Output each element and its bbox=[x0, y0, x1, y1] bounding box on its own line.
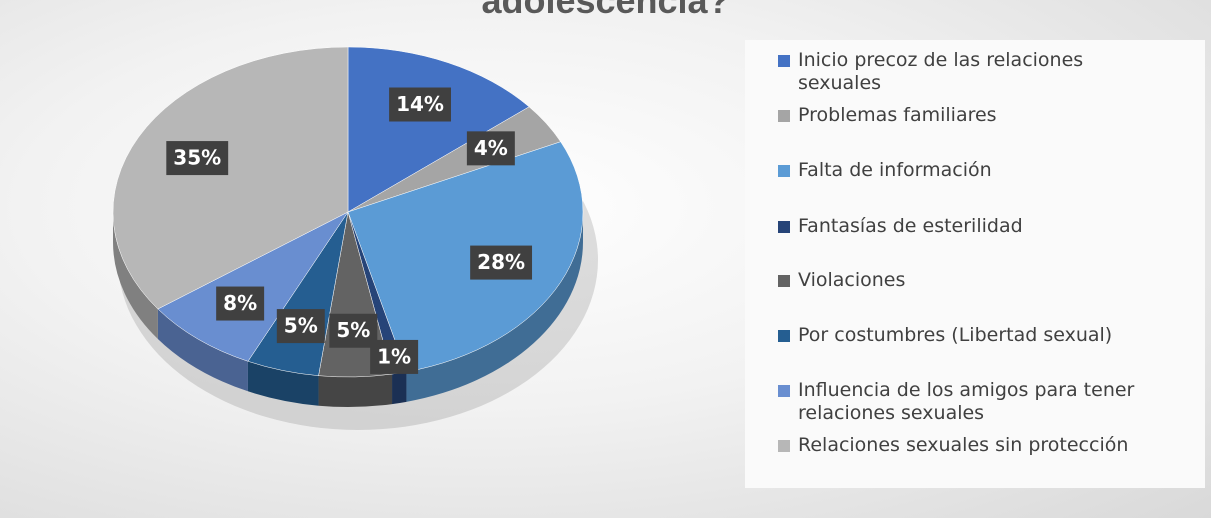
legend-item: Violaciones bbox=[778, 269, 1178, 292]
legend-item: Problemas familiares bbox=[778, 104, 1178, 127]
legend-swatch bbox=[778, 330, 790, 342]
legend-label: Violaciones bbox=[798, 269, 906, 291]
data-label-text: 5% bbox=[336, 318, 370, 342]
data-label: 8% bbox=[216, 286, 265, 321]
data-label-text: 4% bbox=[474, 136, 508, 160]
data-label-box bbox=[466, 131, 515, 166]
data-label: 5% bbox=[329, 313, 378, 348]
legend-swatch bbox=[778, 275, 790, 287]
legend-item: Inicio precoz de las relaciones sexuales bbox=[778, 49, 1178, 95]
data-label-box bbox=[329, 313, 378, 348]
data-label-text: 14% bbox=[396, 92, 444, 116]
legend: Inicio precoz de las relaciones sexuales… bbox=[745, 40, 1205, 488]
data-label: 14% bbox=[389, 87, 451, 122]
data-label-box bbox=[216, 286, 265, 321]
data-label-text: 1% bbox=[377, 344, 411, 368]
slice-side bbox=[247, 361, 319, 406]
data-label-box bbox=[470, 245, 533, 280]
legend-label: Relaciones sexuales sin protección bbox=[798, 434, 1129, 456]
legend-swatch bbox=[778, 165, 790, 177]
slice-side bbox=[113, 212, 158, 339]
legend-label: Por costumbres (Libertad sexual) bbox=[798, 324, 1113, 346]
legend-item: Por costumbres (Libertad sexual) bbox=[778, 324, 1178, 347]
legend-item: Fantasías de esterilidad bbox=[778, 215, 1178, 238]
legend-swatch bbox=[778, 440, 790, 452]
chart-title: adolescencia? bbox=[481, 0, 730, 21]
pie-area: 14% 4% 28% 1% 5% 5% 8% 35% bbox=[112, 46, 598, 430]
legend-item: Relaciones sexuales sin protección bbox=[778, 434, 1178, 457]
legend-item: Falta de información bbox=[778, 159, 1178, 182]
data-label: 35% bbox=[166, 141, 229, 176]
data-label-box bbox=[166, 141, 229, 176]
legend-swatch bbox=[778, 221, 790, 233]
legend-label: Problemas familiares bbox=[798, 104, 997, 126]
legend-label: Influencia de los amigos para tener rela… bbox=[798, 379, 1135, 424]
data-label-text: 8% bbox=[223, 291, 257, 315]
data-label-box bbox=[370, 339, 419, 374]
data-label-box bbox=[276, 309, 325, 344]
data-label-text: 5% bbox=[284, 314, 318, 338]
data-label: 1% bbox=[370, 339, 419, 374]
legend-swatch bbox=[778, 55, 790, 67]
legend-swatch bbox=[778, 385, 790, 397]
slice-side bbox=[318, 374, 393, 407]
data-label: 28% bbox=[470, 245, 533, 280]
slice-side bbox=[157, 308, 248, 392]
legend-label: Falta de información bbox=[798, 159, 992, 181]
legend-label: Inicio precoz de las relaciones sexuales bbox=[798, 49, 1084, 94]
slice-side bbox=[392, 371, 407, 405]
data-label: 4% bbox=[466, 131, 515, 166]
slice bbox=[112, 46, 349, 310]
legend-label: Fantasías de esterilidad bbox=[798, 215, 1023, 237]
data-label-text: 35% bbox=[173, 146, 221, 170]
legend-item: Influencia de los amigos para tener rela… bbox=[778, 379, 1178, 425]
legend-swatch bbox=[778, 110, 790, 122]
slice-side bbox=[406, 212, 583, 402]
slice bbox=[347, 141, 584, 373]
data-label-box bbox=[389, 87, 451, 122]
data-label-text: 28% bbox=[477, 250, 525, 274]
data-label: 5% bbox=[276, 309, 325, 344]
